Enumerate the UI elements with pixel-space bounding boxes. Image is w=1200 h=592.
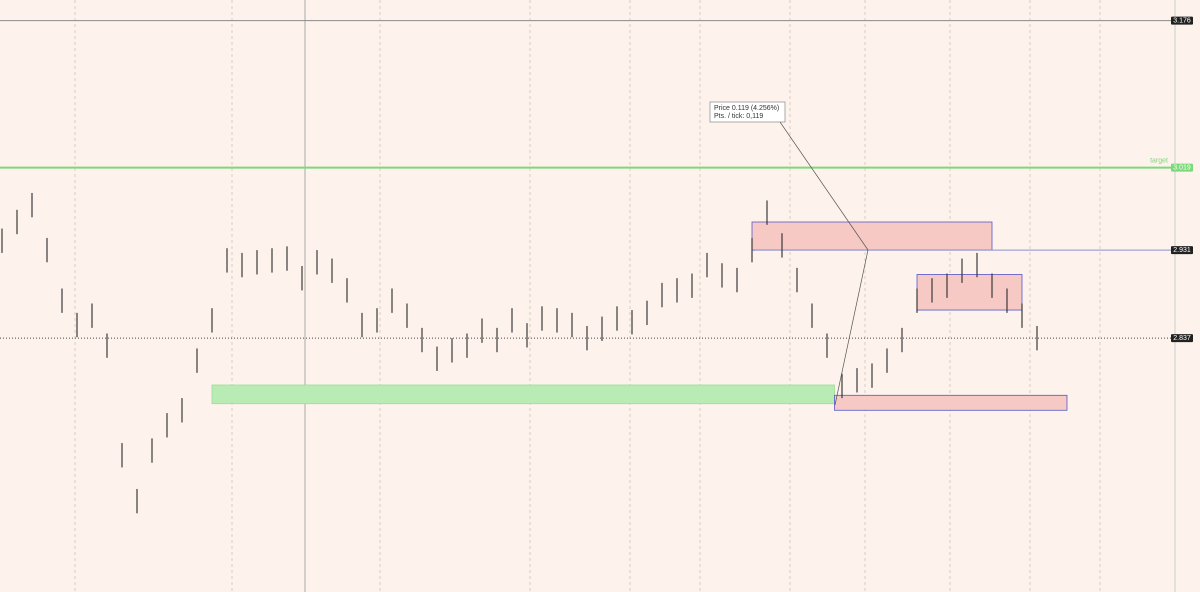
tooltip-box bbox=[709, 101, 786, 123]
tooltip-text: Price 0.119 (4.256%) bbox=[714, 105, 779, 112]
price-tag bbox=[1171, 16, 1193, 25]
price-tag bbox=[1171, 334, 1193, 343]
zone bbox=[834, 394, 1068, 411]
zone bbox=[916, 274, 1023, 311]
price-tag bbox=[1171, 246, 1193, 255]
zone bbox=[751, 221, 993, 251]
price-tag bbox=[1171, 163, 1193, 172]
price-label: 3.176 bbox=[1173, 17, 1191, 24]
level-label: target bbox=[1150, 158, 1168, 165]
zone bbox=[211, 384, 835, 405]
price-label: 3.019 bbox=[1173, 165, 1191, 172]
tooltip-pointer bbox=[779, 121, 869, 251]
tooltip-text: Pts. / tick: 0,119 bbox=[714, 113, 763, 120]
price-label: 2.837 bbox=[1173, 335, 1191, 342]
measure-line bbox=[834, 249, 869, 406]
price-label: 2.931 bbox=[1173, 247, 1191, 254]
time-grid bbox=[74, 0, 1101, 592]
